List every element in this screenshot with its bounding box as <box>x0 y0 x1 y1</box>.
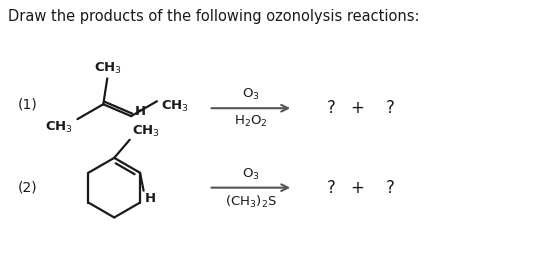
Text: CH$_3$: CH$_3$ <box>94 61 122 76</box>
Text: ?: ? <box>326 99 335 117</box>
Text: ?: ? <box>386 179 395 197</box>
Text: H: H <box>135 105 146 118</box>
Text: H$_2$O$_2$: H$_2$O$_2$ <box>234 114 267 129</box>
Text: H: H <box>145 192 156 205</box>
Text: Draw the products of the following ozonolysis reactions:: Draw the products of the following ozono… <box>8 9 420 24</box>
Text: +: + <box>351 99 364 117</box>
Text: (CH$_3$)$_2$S: (CH$_3$)$_2$S <box>225 194 277 210</box>
Text: +: + <box>351 179 364 197</box>
Text: CH$_3$: CH$_3$ <box>46 120 73 135</box>
Text: (1): (1) <box>18 97 38 111</box>
Text: CH$_3$: CH$_3$ <box>161 99 189 114</box>
Text: ?: ? <box>326 179 335 197</box>
Text: ?: ? <box>386 99 395 117</box>
Text: O$_3$: O$_3$ <box>242 87 259 102</box>
Text: CH$_3$: CH$_3$ <box>132 124 160 139</box>
Text: (2): (2) <box>18 181 38 195</box>
Text: O$_3$: O$_3$ <box>242 167 259 182</box>
